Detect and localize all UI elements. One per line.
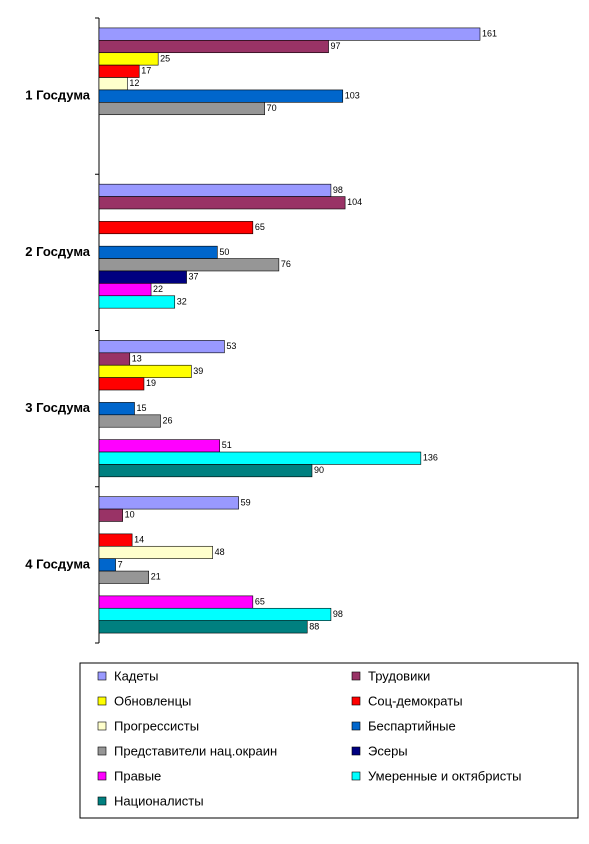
- legend-label: Умеренные и октябристы: [368, 768, 522, 783]
- value-label: 76: [281, 259, 291, 269]
- value-label: 21: [151, 572, 161, 582]
- bar: [98, 352, 131, 366]
- bar: [98, 283, 152, 297]
- bar: [98, 52, 159, 66]
- value-label: 103: [345, 91, 360, 101]
- legend-label: Националисты: [114, 793, 204, 808]
- value-label: 48: [215, 547, 225, 557]
- bar: [98, 414, 161, 428]
- category-label: 4 Госдума: [25, 556, 90, 571]
- value-label: 12: [129, 78, 139, 88]
- bar: [98, 558, 116, 572]
- bar: [98, 364, 192, 378]
- value-label: 19: [146, 378, 156, 388]
- legend-label: Обновленцы: [114, 693, 191, 708]
- bar: [98, 270, 187, 284]
- value-label: 50: [219, 247, 229, 257]
- legend-label: Кадеты: [114, 668, 158, 683]
- category-label: 3 Госдума: [25, 400, 90, 415]
- bar: [98, 533, 133, 547]
- legend-label: Прогрессисты: [114, 718, 199, 733]
- value-label: 65: [255, 596, 265, 606]
- value-label: 13: [132, 353, 142, 363]
- legend-label: Эсеры: [368, 743, 408, 758]
- legend-label: Беспартийные: [368, 718, 456, 733]
- value-label: 32: [177, 296, 187, 306]
- legend-label: Представители нац.окраин: [114, 743, 277, 758]
- bar: [98, 595, 254, 609]
- value-label: 59: [241, 497, 251, 507]
- bar: [98, 196, 346, 210]
- bar: [98, 295, 176, 309]
- value-label: 14: [134, 534, 144, 544]
- legend-label: Правые: [114, 768, 161, 783]
- legend-swatch: [97, 696, 107, 706]
- legend-swatch: [351, 746, 361, 756]
- bar: [98, 340, 225, 354]
- legend-swatch: [97, 671, 107, 681]
- legend-swatch: [351, 721, 361, 731]
- value-label: 98: [333, 185, 343, 195]
- bar: [98, 64, 140, 78]
- value-label: 104: [347, 197, 362, 207]
- bar: [98, 607, 332, 621]
- legend-label: Соц-демократы: [368, 693, 463, 708]
- legend-swatch: [351, 696, 361, 706]
- value-label: 22: [153, 284, 163, 294]
- value-label: 136: [423, 453, 438, 463]
- bar: [98, 377, 145, 391]
- legend-swatch: [97, 746, 107, 756]
- bar: [98, 102, 265, 116]
- bar: [98, 183, 332, 197]
- legend-swatch: [97, 721, 107, 731]
- bar: [98, 545, 213, 559]
- value-label: 88: [309, 621, 319, 631]
- value-label: 65: [255, 222, 265, 232]
- value-label: 90: [314, 465, 324, 475]
- bar: [98, 258, 280, 272]
- bar: [98, 570, 149, 584]
- category-label: 2 Госдума: [25, 244, 90, 259]
- value-label: 70: [267, 103, 277, 113]
- legend-swatch: [97, 796, 107, 806]
- bar: [98, 402, 135, 416]
- value-label: 37: [189, 272, 199, 282]
- legend-swatch: [351, 771, 361, 781]
- value-label: 97: [331, 41, 341, 51]
- value-label: 7: [118, 559, 123, 569]
- value-label: 51: [222, 440, 232, 450]
- bar: [98, 496, 239, 510]
- value-label: 53: [226, 341, 236, 351]
- legend-label: Трудовики: [368, 668, 430, 683]
- value-label: 10: [125, 510, 135, 520]
- bar: [98, 89, 344, 103]
- bar: [98, 451, 422, 465]
- bar: [98, 221, 254, 235]
- bar: [98, 77, 128, 91]
- bar: [98, 27, 481, 41]
- value-label: 98: [333, 609, 343, 619]
- value-label: 39: [193, 366, 203, 376]
- category-label: 1 Госдума: [25, 88, 90, 103]
- value-label: 26: [163, 415, 173, 425]
- legend-box: [79, 662, 579, 819]
- value-label: 25: [160, 53, 170, 63]
- value-label: 161: [482, 29, 497, 39]
- bar: [98, 508, 123, 522]
- bar: [98, 464, 313, 478]
- value-label: 15: [136, 403, 146, 413]
- legend-swatch: [351, 671, 361, 681]
- value-label: 17: [141, 66, 151, 76]
- bar: [98, 620, 308, 634]
- bar: [98, 40, 329, 54]
- bar: [98, 245, 218, 259]
- legend-swatch: [97, 771, 107, 781]
- bar: [98, 439, 220, 453]
